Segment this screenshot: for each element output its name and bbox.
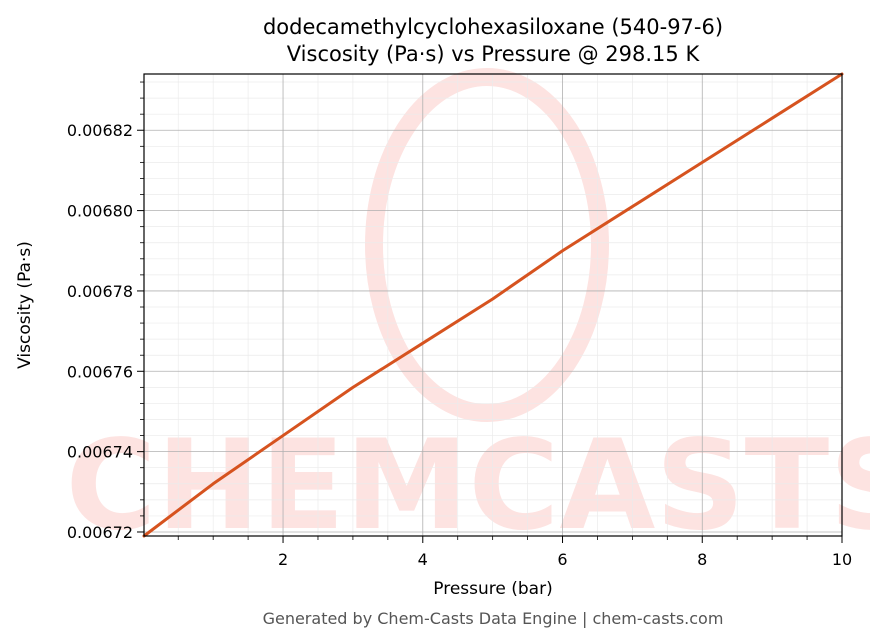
x-tick-label: 10 — [832, 550, 852, 569]
x-tick-label: 6 — [557, 550, 567, 569]
x-axis-label: Pressure (bar) — [433, 579, 552, 599]
watermark-ring — [365, 68, 609, 422]
y-axis-ticks: 0.00672 0.00674 0.00676 0.00678 0.00680 0.006… — [67, 81, 144, 542]
y-tick-label: 0.00680 — [67, 202, 133, 221]
watermark: CHEMCASTS — [65, 68, 870, 558]
chart-title-line2: Viscosity (Pa·s) vs Pressure @ 298.15 K — [287, 42, 701, 66]
series-layer — [142, 72, 844, 538]
y-tick-label: 0.00678 — [67, 282, 133, 301]
x-tick-label: 4 — [418, 550, 428, 569]
x-axis-ticks: 2 4 6 8 10 — [177, 536, 852, 569]
y-tick-label: 0.00682 — [67, 121, 133, 140]
watermark-text: CHEMCASTS — [65, 414, 870, 558]
y-tick-label: 0.00674 — [67, 443, 133, 462]
y-tick-label: 0.00672 — [67, 523, 133, 542]
footer-credit: Generated by Chem-Casts Data Engine | ch… — [263, 609, 724, 628]
y-tick-label: 0.00676 — [67, 362, 133, 381]
series-line — [142, 72, 844, 538]
x-tick-label: 8 — [697, 550, 707, 569]
x-tick-label: 2 — [278, 550, 288, 569]
chart-title-line1: dodecamethylcyclohexasiloxane (540-97-6) — [263, 15, 723, 39]
y-axis-label: Viscosity (Pa·s) — [15, 241, 35, 369]
